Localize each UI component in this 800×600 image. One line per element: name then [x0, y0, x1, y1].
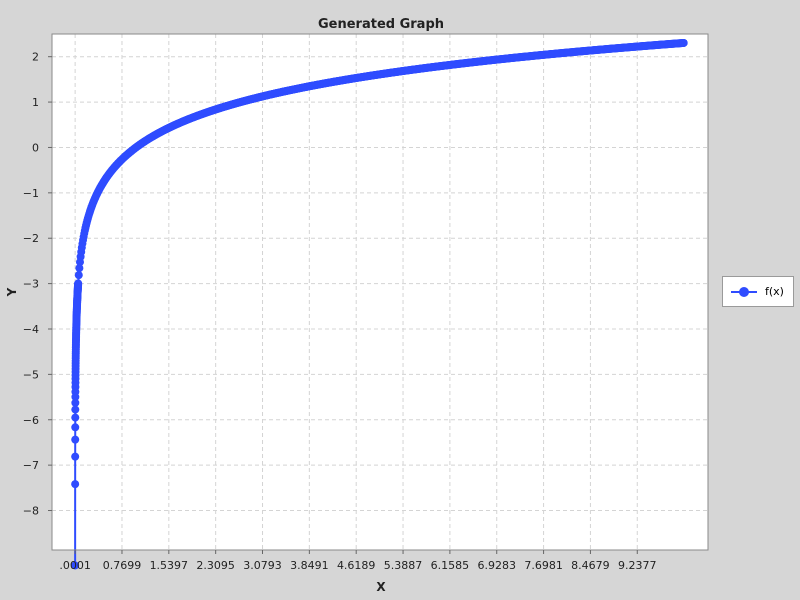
plot-border	[51, 33, 709, 551]
y-tick-label: −5	[23, 368, 39, 381]
data-point	[71, 398, 80, 407]
legend-swatch	[731, 286, 757, 298]
y-tick-label: −2	[23, 232, 39, 245]
chart-title: Generated Graph	[318, 17, 444, 32]
data-point	[74, 271, 83, 280]
axes: .0001 0.7699 1.5397 2.3095 3.0793 3.8491 4.618…	[23, 51, 657, 572]
x-tick-label: 3.8491	[290, 559, 329, 572]
y-tick-label: −7	[23, 459, 39, 472]
x-tick-label: 2.3095	[196, 559, 235, 572]
x-tick-label: 4.6189	[337, 559, 376, 572]
x-tick-label: .0001	[59, 559, 91, 572]
y-tick-label: 1	[32, 96, 39, 109]
x-tick-label: 6.9283	[477, 559, 516, 572]
y-tick-label: 2	[32, 51, 39, 64]
x-axis-label: X	[376, 580, 386, 594]
data-point	[71, 413, 80, 422]
data-point	[75, 264, 84, 273]
legend-label-f-x: f(x)	[765, 285, 784, 298]
data-point	[71, 435, 80, 444]
legend: f(x)	[722, 276, 794, 307]
data-point	[71, 423, 80, 432]
y-tick-label: −4	[23, 323, 39, 336]
data-point	[74, 279, 83, 288]
data-point	[679, 38, 688, 47]
data-point	[71, 480, 80, 489]
y-tick-label: −6	[23, 414, 39, 427]
data-point	[71, 561, 80, 570]
plot-area	[52, 34, 708, 550]
y-axis-label: Y	[5, 287, 19, 297]
x-tick-label: 3.0793	[243, 559, 282, 572]
legend-marker	[739, 286, 749, 297]
y-tick-label: −8	[23, 505, 39, 518]
y-tick-label: −1	[23, 187, 39, 200]
y-tick-label: 0	[32, 141, 39, 154]
x-tick-label: 1.5397	[150, 559, 189, 572]
grid	[52, 34, 708, 550]
x-tick-label: 7.6981	[524, 559, 563, 572]
data-point	[71, 452, 80, 461]
data-point	[71, 405, 80, 414]
x-tick-label: 5.3887	[384, 559, 423, 572]
x-tick-label: 8.4679	[571, 559, 610, 572]
x-tick-label: 6.1585	[431, 559, 470, 572]
x-tick-label: 0.7699	[103, 559, 142, 572]
series-f-x	[71, 38, 688, 570]
y-tick-label: −3	[23, 278, 39, 291]
x-tick-label: 9.2377	[618, 559, 657, 572]
